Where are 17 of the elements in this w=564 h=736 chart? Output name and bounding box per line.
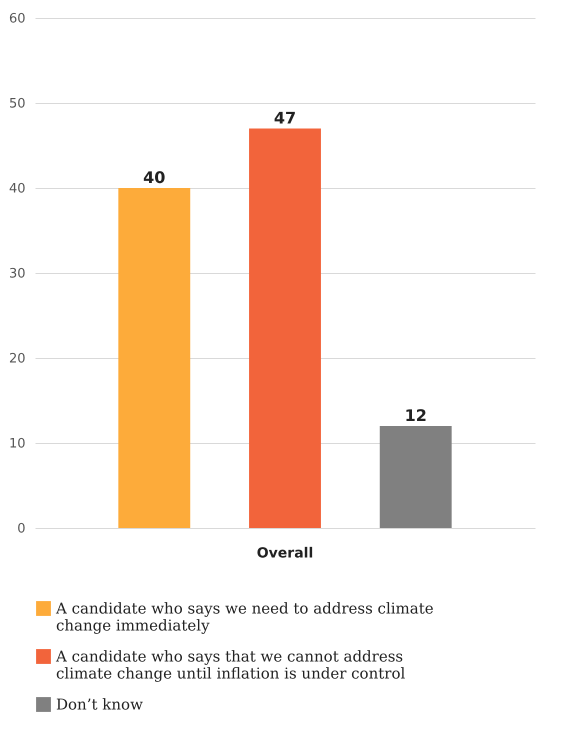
y-tick-label: 0 — [17, 522, 26, 536]
y-tick-label: 50 — [8, 96, 26, 112]
x-tick-label: Overall — [256, 546, 314, 562]
legend-label: Don’t know — [56, 696, 144, 714]
legend-label: A candidate who says we need to address climate change immediately — [55, 600, 434, 634]
y-tick-label: 20 — [8, 352, 26, 366]
legend-label: A candidate who says that we cannot address climate change until inflation is under control — [55, 648, 406, 682]
data-label: 40 — [143, 168, 166, 187]
bar — [249, 128, 321, 528]
y-tick-label: 40 — [8, 182, 26, 196]
y-tick-label: 30 — [8, 266, 26, 282]
data-label: 47 — [274, 108, 296, 128]
bar — [118, 188, 190, 528]
bar — [380, 426, 452, 528]
y-tick-label: 10 — [8, 436, 26, 452]
data-label: 12 — [404, 406, 427, 425]
y-tick-label: 60 — [8, 12, 26, 26]
